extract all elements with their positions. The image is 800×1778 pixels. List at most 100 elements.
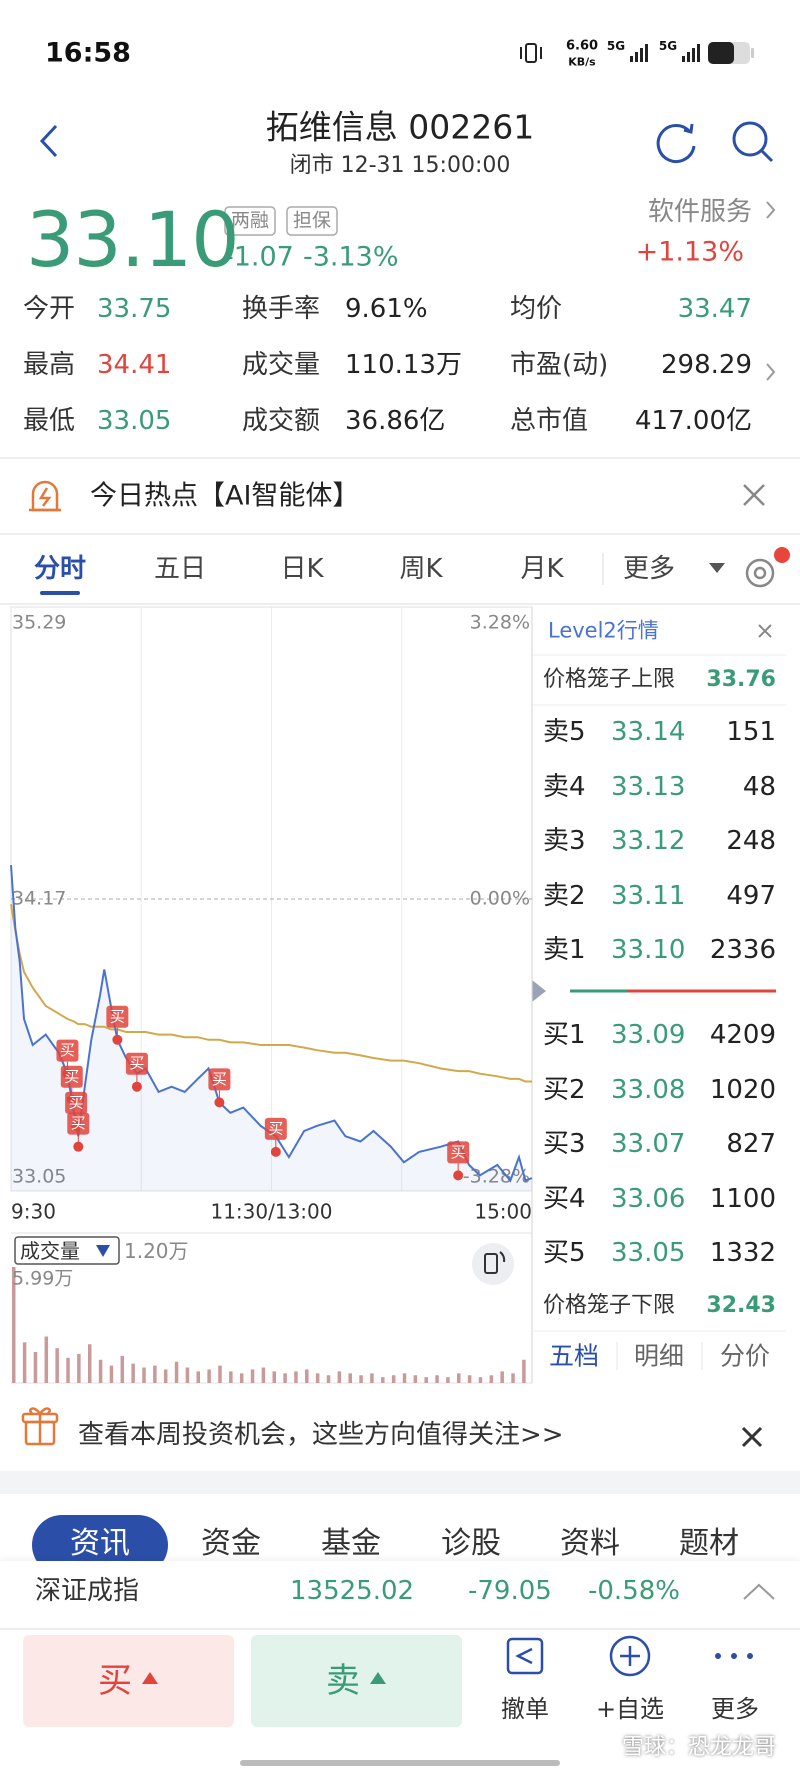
news-tab[interactable]: 基金 [321,1526,381,1561]
volume-bar [315,1373,320,1383]
volume-bar [272,1371,276,1383]
close-hot-topic[interactable] [743,484,765,506]
banner-bg [0,1395,800,1471]
volume-bar [435,1375,439,1383]
close-banner[interactable] [741,1426,763,1448]
book-tab[interactable]: 五档 [548,1341,600,1371]
news-tab[interactable]: 资讯 [70,1526,130,1561]
index-name[interactable]: 深证成指 [35,1576,140,1606]
stat-label: 最低 [23,406,76,436]
news-tab[interactable]: 资料 [560,1526,620,1561]
volume-selector-label[interactable]: 成交量 [20,1239,80,1263]
buy-marker-dot [270,1146,281,1157]
sell-button[interactable] [251,1635,462,1727]
volume-bar [229,1371,233,1383]
average-line [10,904,532,1083]
news-tab[interactable]: 资金 [201,1526,261,1561]
volume-bar [109,1365,114,1383]
volume-bar [446,1377,450,1383]
chart-tab[interactable]: 周K [399,554,443,584]
net-speed: 6.60 [565,38,599,54]
tag-box [224,206,276,236]
sector-chevron[interactable] [766,201,776,219]
action-label[interactable]: 更多 [711,1695,759,1723]
search-button[interactable] [732,121,774,163]
more-arrow[interactable] [709,563,725,573]
cancel-icon[interactable] [506,1637,544,1675]
volume-bar [153,1365,157,1383]
stat-value: 33.75 [97,294,172,324]
stat-label: 成交量 [242,350,321,380]
volume-bar [370,1373,374,1383]
y2-tick-label: 0.00% [470,888,530,910]
y2-tick-label: 3.28% [470,612,530,634]
collapse-arrow[interactable] [532,980,546,1002]
news-tab-pill[interactable] [32,1515,168,1575]
chart-tab[interactable]: 分时 [33,554,87,584]
hot-topic[interactable]: 今日热点【AI智能体】 [90,480,360,512]
buy-marker-label: 买 [110,1007,125,1025]
chart-tab[interactable]: 日K [280,554,324,584]
news-tab[interactable]: 诊股 [441,1526,501,1561]
back-button[interactable] [39,124,58,158]
y-tick-label: 35.29 [12,612,66,634]
stat-value: 33.47 [677,294,752,324]
sector-name[interactable]: 软件服务 [647,197,752,227]
book-volume: 2336 [709,935,776,965]
buy-marker-box [56,1039,79,1062]
settings-button[interactable] [745,558,775,588]
last-price: 33.10 [26,195,240,284]
expand-button[interactable] [743,1583,775,1600]
buy-button[interactable] [23,1635,234,1727]
chart-tab[interactable]: 月K [520,554,564,584]
buy-button-label[interactable]: 买 [98,1661,132,1701]
y-tick-label: 33.05 [12,1166,66,1188]
volume-bar [163,1369,168,1383]
action-label[interactable]: +自选 [595,1695,665,1723]
volume-bar [489,1375,494,1383]
network-type: 5G [606,39,626,53]
action-label[interactable]: 撤单 [501,1695,549,1723]
book-price: 33.08 [611,1074,686,1105]
tag-box [286,206,338,236]
buy-marker-box [60,1065,83,1088]
volume-bar [359,1375,363,1383]
news-tab[interactable]: 题材 [679,1526,739,1561]
index-value: 13525.02 [290,1576,415,1606]
buy-marker-label: 买 [212,1070,227,1088]
gift-icon [21,1407,59,1446]
volume-bar [511,1373,515,1383]
chart-tab[interactable]: 五日 [153,554,207,584]
more-icon[interactable] [715,1653,753,1659]
chart-tab[interactable]: 更多 [622,554,676,584]
volume-bar [381,1377,385,1383]
volume-tick-label: 5.99万 [12,1268,73,1290]
rotate-button[interactable] [472,1243,514,1285]
refresh-button[interactable] [656,123,696,163]
volume-selector[interactable] [14,1236,120,1265]
volume-bar [12,1267,16,1383]
volume-bar [522,1359,526,1383]
book-tab[interactable]: 分价 [719,1341,771,1371]
price-change-pct: -3.13% [303,241,399,273]
volume-bar [294,1371,298,1383]
close-level2[interactable] [758,624,772,638]
book-volume: 4209 [709,1020,776,1050]
stats-chevron[interactable] [766,363,776,381]
book-price: 33.07 [611,1129,686,1159]
stat-label: 总市值 [510,406,589,436]
book-price: 33.06 [611,1183,686,1214]
watchlist-icon[interactable] [609,1635,651,1677]
volume-bar [120,1355,125,1383]
stat-value: 9.61% [345,294,428,324]
book-tab[interactable]: 明细 [633,1341,685,1371]
sell-button-label[interactable]: 卖 [326,1661,360,1701]
book-price: 33.11 [611,880,686,911]
volume-selector-arrow[interactable] [96,1245,110,1257]
banner-text[interactable]: 查看本周投资机会，这些方向值得关注>> [78,1420,564,1450]
volume-bar [391,1375,396,1383]
stat-label: 市盈(动) [510,350,609,380]
volume-bar [326,1375,331,1383]
price-area [11,865,532,1191]
volume-bar [22,1342,27,1383]
